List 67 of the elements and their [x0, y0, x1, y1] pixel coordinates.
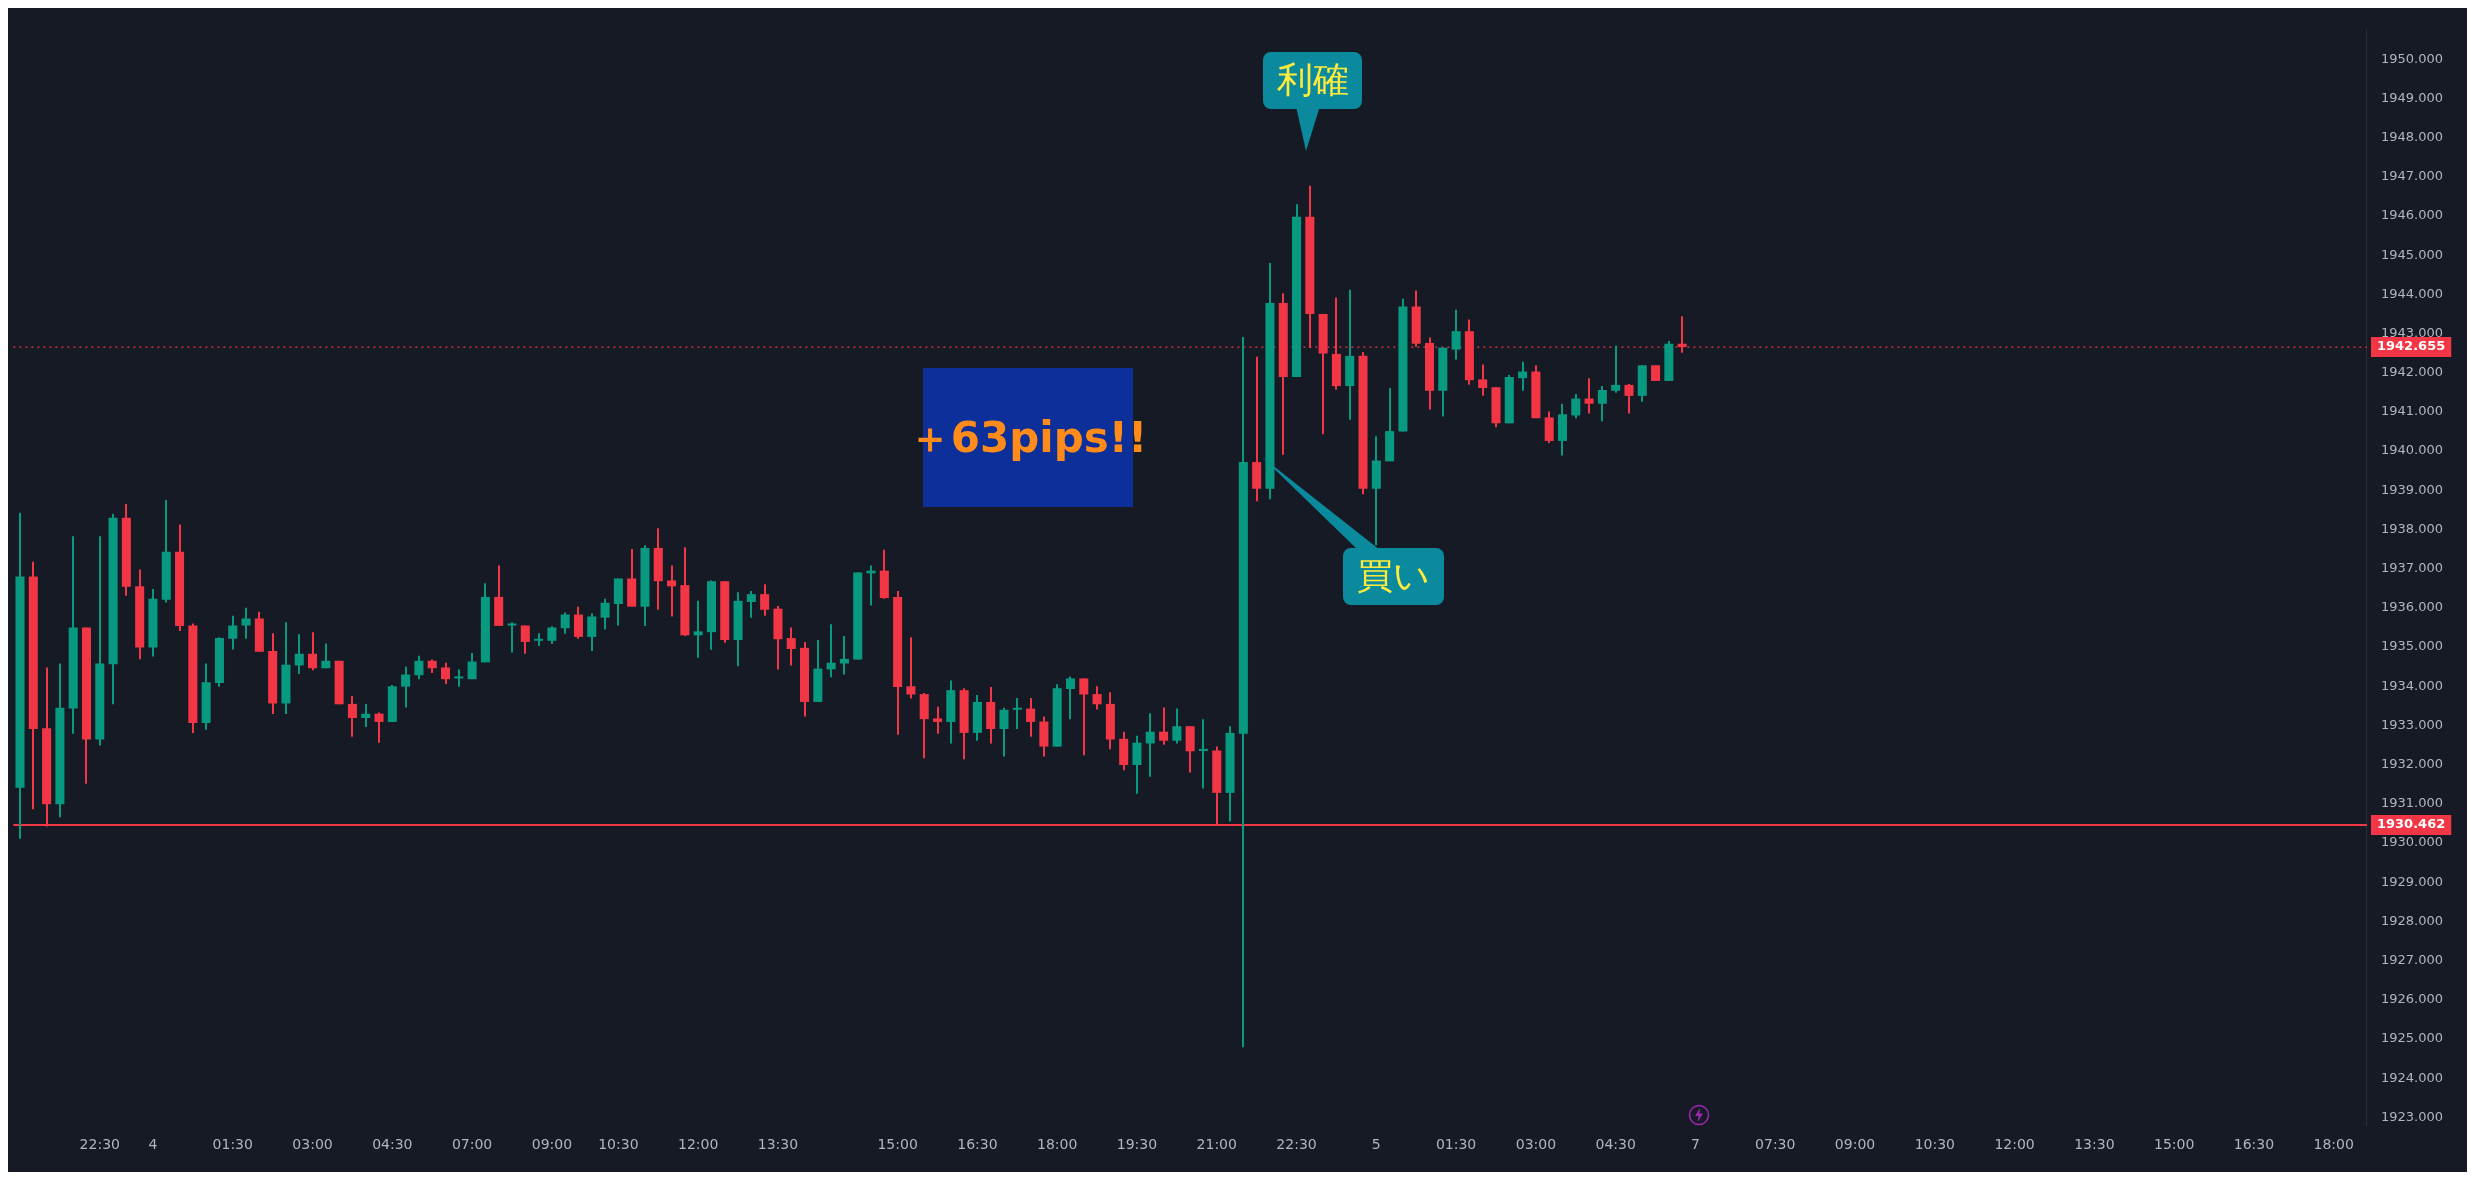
x-tick-label: 22:30	[1276, 1136, 1317, 1153]
y-tick-label: 1925.000	[2380, 1030, 2443, 1046]
y-tick-label: 1929.000	[2380, 873, 2443, 889]
x-tick-label: 15:00	[877, 1136, 918, 1153]
candlestick	[1198, 719, 1208, 789]
y-tick-label: 1928.000	[2380, 912, 2443, 928]
x-tick-label: 07:00	[451, 1136, 493, 1153]
x-tick-label: 13:30	[757, 1136, 799, 1153]
x-tick-label: 03:00	[1515, 1136, 1557, 1153]
y-tick-label: 1933.000	[2380, 716, 2443, 732]
x-tick-label: 16:30	[957, 1136, 998, 1153]
y-tick-label: 1936.000	[2380, 599, 2443, 615]
y-tick-label: 1939.000	[2380, 481, 2443, 497]
x-tick-label: 18:00	[1037, 1136, 1078, 1153]
x-tick-label: 10:30	[598, 1136, 639, 1153]
x-tick-label: 21:00	[1196, 1136, 1237, 1153]
y-tick-label: 1946.000	[2380, 207, 2443, 223]
x-tick-label: 01:30	[1435, 1136, 1477, 1153]
x-tick-label: 03:00	[292, 1136, 333, 1153]
y-tick-label: 1937.000	[2380, 560, 2443, 576]
x-tick-label: 12:00	[677, 1136, 719, 1153]
y-tick-label: 1924.000	[2380, 1069, 2443, 1085]
annotation: 買い	[1343, 548, 1444, 605]
x-tick-label: 5	[1371, 1136, 1381, 1153]
y-tick-label: 1940.000	[2380, 442, 2443, 458]
x-tick-label: 12:00	[1994, 1136, 2035, 1153]
x-tick-label: 13:30	[2074, 1136, 2115, 1153]
ref-line-label: 1930.462	[2376, 816, 2446, 832]
x-tick-label: 19:30	[1116, 1136, 1158, 1153]
y-tick-label: 1950.000	[2380, 50, 2443, 66]
y-tick-label: 1944.000	[2380, 285, 2443, 301]
y-tick-label: 1926.000	[2380, 991, 2443, 1007]
x-tick-label: 18:00	[2313, 1136, 2354, 1153]
x-tick-label: 01:30	[212, 1136, 253, 1153]
candlestick	[1012, 698, 1022, 729]
x-tick-label: 16:30	[2233, 1136, 2275, 1153]
x-tick-label: 04:30	[372, 1136, 413, 1153]
x-tick-label: 4	[148, 1136, 158, 1153]
annotation: 利確	[1263, 52, 1362, 109]
ref-line-label: 1942.655	[2376, 338, 2446, 354]
x-tick-label: 10:30	[1914, 1136, 1955, 1153]
y-tick-label: 1949.000	[2380, 89, 2443, 105]
y-tick-label: 1948.000	[2380, 128, 2443, 144]
y-tick-label: 1923.000	[2380, 1108, 2443, 1124]
x-tick-label: 07:30	[1755, 1136, 1796, 1153]
y-tick-label: 1947.000	[2380, 168, 2443, 184]
candlestick	[693, 600, 703, 658]
y-tick-label: 1935.000	[2380, 638, 2443, 654]
x-tick-label: 7	[1691, 1136, 1700, 1153]
x-tick-label: 09:00	[531, 1136, 573, 1153]
y-tick-label: 1927.000	[2380, 951, 2443, 967]
y-tick-label: 1932.000	[2380, 756, 2443, 772]
y-tick-label: 1931.000	[2380, 795, 2443, 811]
candlestick	[454, 669, 464, 687]
candlestick	[507, 622, 517, 653]
annotation: ＋63pips!!	[908, 411, 1148, 464]
y-tick-label: 1943.000	[2380, 324, 2443, 340]
x-tick-label: 22:30	[79, 1136, 120, 1153]
x-tick-label: 09:00	[1834, 1136, 1876, 1153]
y-tick-label: 1942.000	[2380, 364, 2443, 380]
y-tick-label: 1930.000	[2380, 834, 2443, 850]
y-tick-label: 1945.000	[2380, 246, 2443, 262]
y-tick-label: 1938.000	[2380, 520, 2443, 536]
y-tick-label: 1934.000	[2380, 677, 2443, 693]
x-tick-label: 15:00	[2153, 1136, 2195, 1153]
x-tick-label: 04:30	[1595, 1136, 1636, 1153]
y-tick-label: 1941.000	[2380, 403, 2443, 419]
